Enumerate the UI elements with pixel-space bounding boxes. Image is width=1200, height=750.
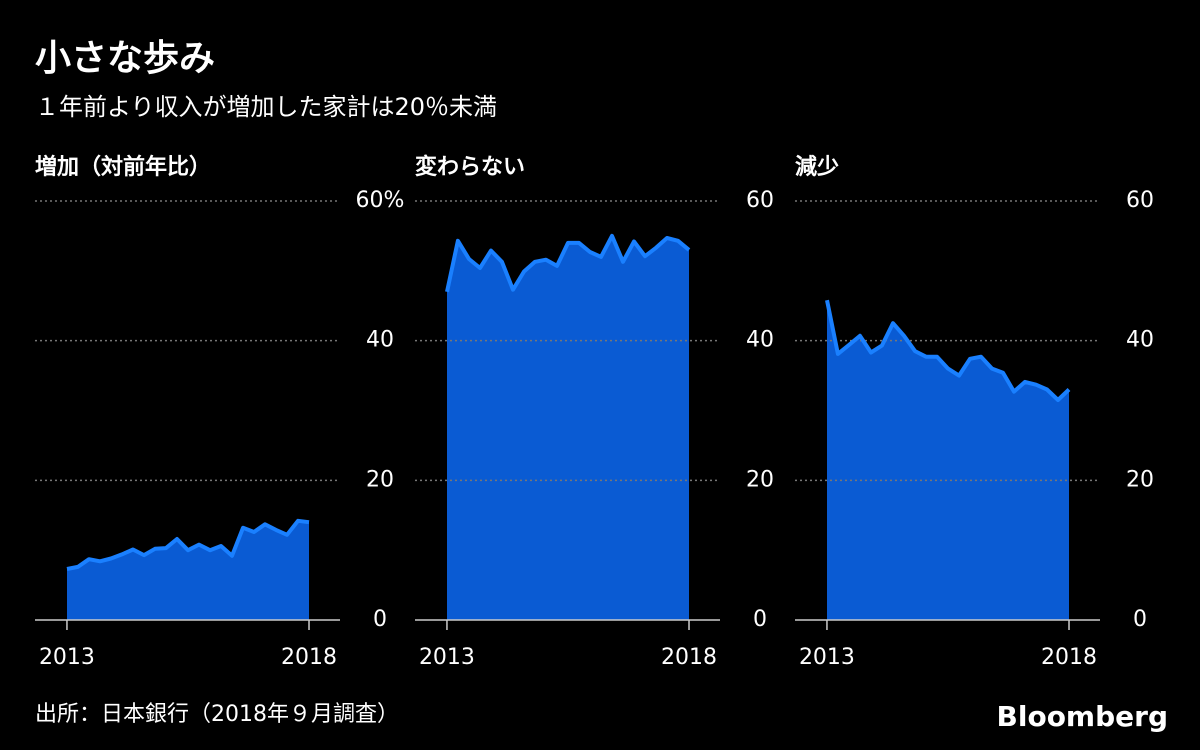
brand: Bloomberg xyxy=(997,700,1168,733)
chart-subtitle: １年前より収入が増加した家計は20％未満 xyxy=(35,93,497,121)
panel-title: 減少 xyxy=(795,155,839,180)
y-tick-label: 60 xyxy=(1126,188,1154,213)
x-tick-label: 2013 xyxy=(39,645,95,670)
line xyxy=(445,233,691,293)
x-tick-label: 2013 xyxy=(799,645,855,670)
y-tick-label: 0 xyxy=(753,607,767,632)
y-tick-label: 60% xyxy=(356,188,405,213)
x-tick-label: 2018 xyxy=(661,645,717,670)
y-tick-label: 20 xyxy=(1126,467,1154,492)
area xyxy=(827,300,1069,620)
line xyxy=(66,518,310,571)
area xyxy=(447,235,689,620)
y-tick-label: 40 xyxy=(1126,328,1154,353)
x-tick-label: 2018 xyxy=(281,645,337,670)
line xyxy=(825,299,1071,402)
y-tick-label: 0 xyxy=(1133,607,1147,632)
y-tick-label: 20 xyxy=(366,467,394,492)
panel-title: 変わらない xyxy=(415,154,525,180)
source: 出所：日本銀行（2018年９月調査） xyxy=(35,702,399,727)
x-tick-label: 2013 xyxy=(419,645,475,670)
y-tick-label: 20 xyxy=(746,467,774,492)
panel-title: 増加（対前年比） xyxy=(35,154,211,180)
y-tick-label: 60 xyxy=(746,188,774,213)
chart-title: 小さな歩み xyxy=(35,38,215,79)
x-tick-label: 2018 xyxy=(1041,645,1097,670)
y-tick-label: 40 xyxy=(366,328,394,353)
y-tick-label: 0 xyxy=(373,607,387,632)
area xyxy=(67,520,309,620)
y-tick-label: 40 xyxy=(746,328,774,353)
